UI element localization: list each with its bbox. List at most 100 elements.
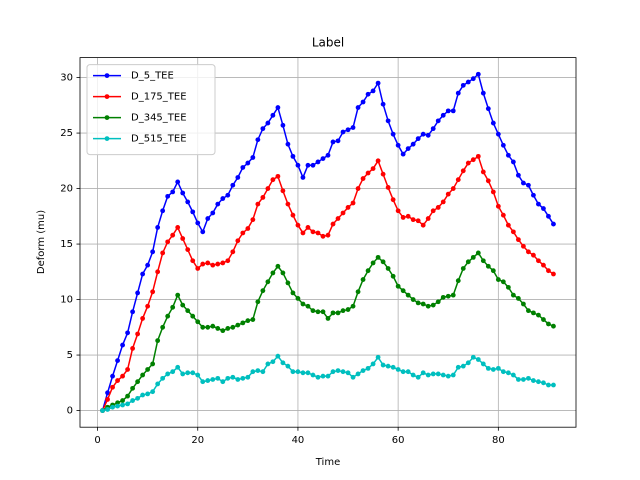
point	[230, 182, 236, 188]
legend-label: D_515_TEE	[131, 134, 187, 145]
point	[425, 303, 431, 309]
point	[510, 229, 516, 235]
point	[415, 374, 421, 380]
point	[135, 331, 141, 337]
point	[265, 279, 271, 285]
point	[536, 201, 541, 207]
point	[275, 263, 281, 269]
point	[480, 169, 486, 175]
point	[495, 203, 501, 209]
point	[185, 199, 191, 205]
point	[300, 370, 306, 376]
point	[465, 160, 471, 166]
point	[450, 372, 456, 378]
point	[180, 190, 186, 196]
point	[330, 310, 336, 316]
point	[415, 136, 421, 142]
point	[195, 319, 201, 325]
point	[526, 182, 531, 188]
point	[295, 369, 301, 375]
point	[175, 364, 181, 370]
point	[355, 105, 361, 110]
point	[300, 230, 306, 236]
point	[520, 301, 526, 307]
point	[235, 175, 241, 180]
point	[541, 262, 546, 268]
x-tick-label: 40	[292, 435, 305, 446]
point	[265, 361, 271, 367]
point	[295, 162, 301, 168]
point	[490, 268, 496, 274]
point	[510, 292, 516, 298]
point	[210, 377, 216, 382]
point	[546, 382, 551, 388]
y-tick-label: 25	[60, 128, 73, 139]
x-tick-label: 60	[392, 435, 405, 446]
point	[255, 137, 261, 143]
point	[460, 363, 466, 369]
point	[280, 270, 286, 276]
point	[285, 363, 291, 369]
point	[380, 259, 386, 265]
point	[500, 212, 506, 218]
point	[520, 243, 526, 249]
point	[340, 210, 346, 216]
point	[546, 268, 551, 274]
point	[175, 292, 181, 298]
point	[290, 290, 296, 296]
point	[380, 171, 386, 177]
point	[425, 216, 431, 221]
point	[395, 283, 401, 289]
point	[350, 125, 356, 130]
point	[470, 254, 476, 260]
point	[531, 252, 536, 258]
point	[415, 218, 421, 224]
point	[270, 112, 276, 118]
point	[165, 193, 171, 199]
point	[475, 357, 481, 362]
point	[270, 359, 276, 365]
x-tick-label: 0	[94, 435, 100, 446]
point	[260, 126, 266, 132]
point	[320, 233, 326, 239]
point	[420, 131, 426, 137]
point	[546, 321, 551, 327]
point	[175, 179, 181, 185]
point	[480, 90, 486, 96]
point	[200, 379, 206, 385]
point	[536, 258, 541, 264]
point	[215, 201, 221, 207]
point	[265, 186, 271, 191]
point	[150, 249, 156, 255]
point	[385, 185, 391, 190]
point	[445, 373, 451, 379]
point	[445, 191, 451, 197]
point	[375, 354, 381, 360]
point	[360, 99, 366, 105]
point	[170, 304, 176, 310]
point	[385, 266, 391, 271]
point	[275, 353, 281, 359]
point	[400, 215, 406, 220]
point	[536, 379, 541, 385]
point	[160, 250, 166, 256]
point	[230, 324, 236, 330]
point	[250, 217, 256, 223]
point	[325, 316, 331, 321]
legend-label: D_175_TEE	[131, 92, 187, 103]
point	[455, 364, 461, 370]
point	[250, 155, 256, 160]
point	[205, 378, 211, 383]
point	[430, 208, 436, 214]
point	[210, 262, 216, 268]
point	[130, 398, 136, 403]
point	[110, 373, 115, 379]
point	[160, 324, 166, 330]
point	[320, 309, 326, 315]
point	[345, 307, 351, 312]
point	[360, 368, 366, 373]
series-line	[102, 354, 554, 412]
plot-frame	[79, 57, 577, 428]
chart-title: Label	[312, 36, 344, 50]
